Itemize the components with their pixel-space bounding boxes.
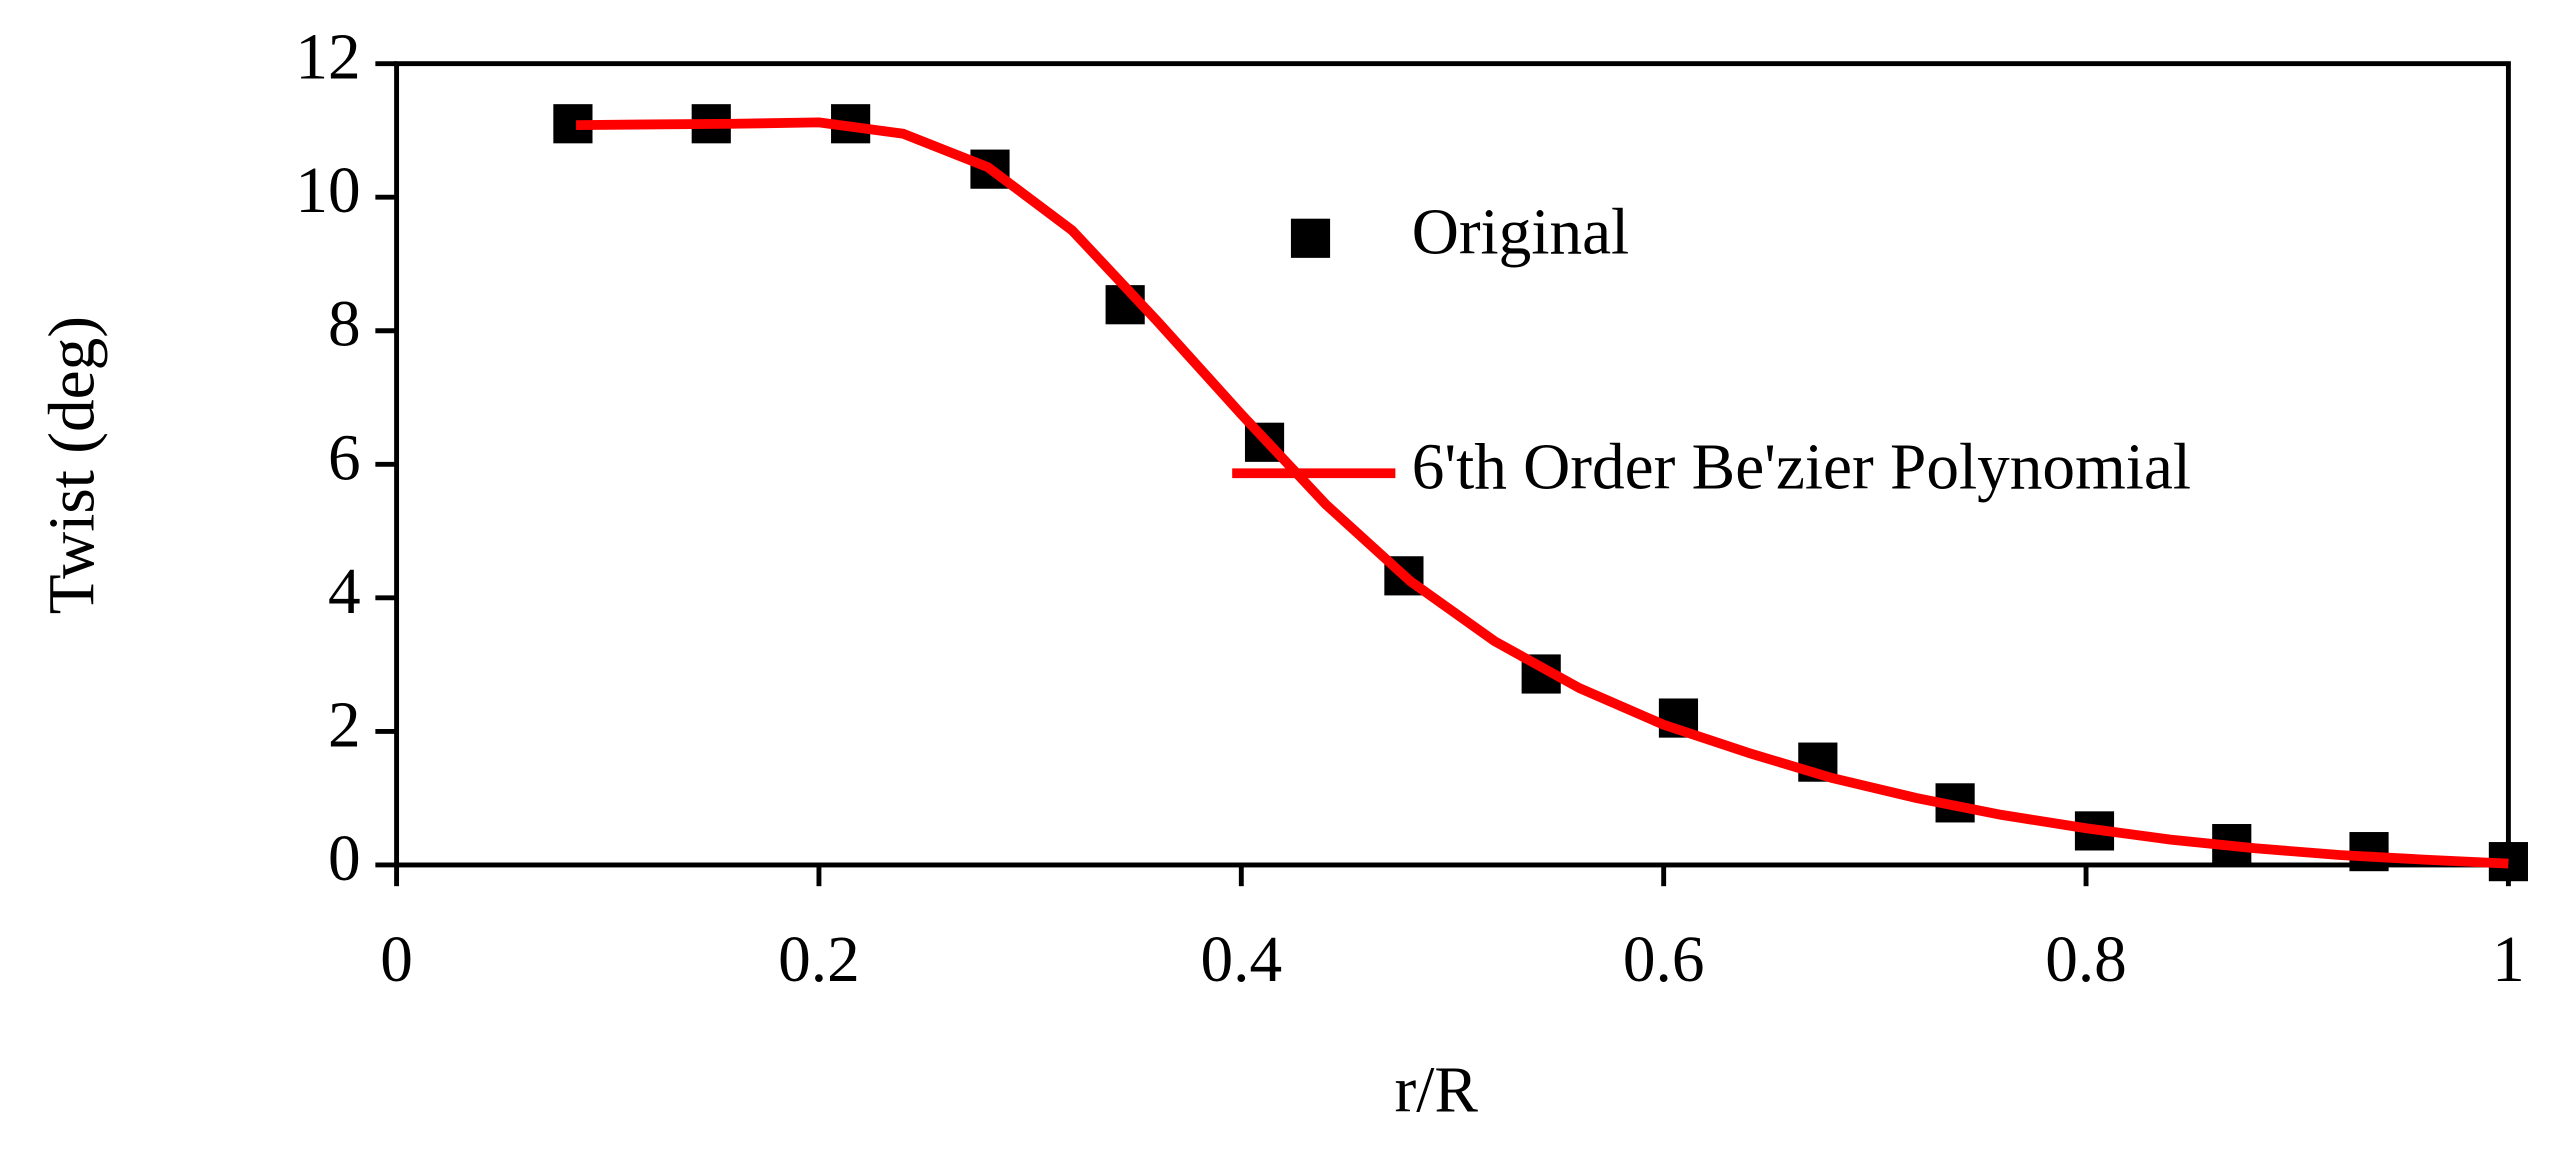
y-tick-label: 6 <box>328 422 361 494</box>
y-tick-label: 4 <box>328 556 361 628</box>
y-axis-label: Twist (deg) <box>36 316 108 614</box>
legend-label: Original <box>1412 196 1630 268</box>
x-axis-label: r/R <box>1394 1055 1478 1127</box>
y-tick-label: 8 <box>328 289 361 361</box>
x-tick-label: 0 <box>380 924 413 996</box>
x-tick-label: 0.4 <box>1201 924 1283 996</box>
x-tick-label: 0.2 <box>778 924 860 996</box>
y-tick-label: 10 <box>295 155 360 227</box>
y-tick-label: 2 <box>328 689 361 761</box>
y-tick-label: 0 <box>328 823 361 895</box>
curve <box>576 117 2509 869</box>
x-tick-label: 0.8 <box>2045 924 2127 996</box>
legend-label: 6'th Order Be'zier Polynomial <box>1412 431 2191 503</box>
x-tick-label: 1 <box>2492 924 2525 996</box>
legend-swatch <box>1290 218 1331 258</box>
x-tick-label: 0.6 <box>1623 924 1705 996</box>
y-tick-label: 12 <box>295 22 360 94</box>
